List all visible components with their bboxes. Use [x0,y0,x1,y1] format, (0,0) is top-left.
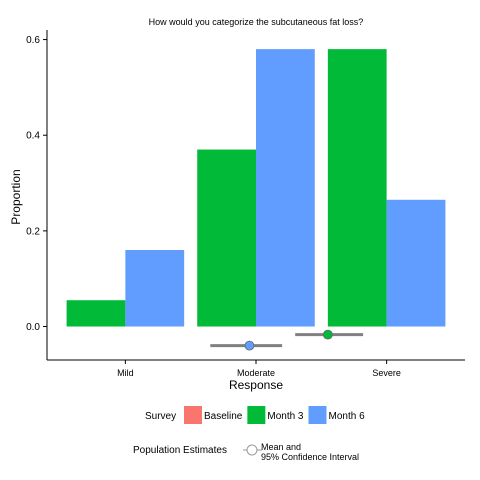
chart-title: How would you categorize the subcutaneou… [149,17,364,27]
x-axis-label: Response [229,378,283,392]
legend-estimates-label-line1: Mean and [261,442,301,452]
legend-survey-title: Survey [145,411,176,422]
legend-survey: Survey Baseline Month 3 Month 6 [145,406,365,424]
bar-month-3-severe [327,49,387,327]
y-tick-label: 0.6 [26,35,40,46]
y-tick-label: 0.0 [26,322,40,333]
bar-month-6-mild [125,250,185,327]
legend-swatch-baseline [184,406,202,424]
mean-point-month-3 [322,329,333,340]
legend-label-month-3: Month 3 [267,411,304,422]
mean-point-month-6 [244,340,255,351]
legend-swatch-month-3 [247,406,266,424]
legend-estimate-circle-icon [246,444,258,456]
legend-estimates-label-line2: 95% Confidence Interval [261,452,359,462]
legend-estimates-title: Population Estimates [133,445,227,456]
bar-month-3-mild [66,300,126,327]
bar-month-3-moderate [197,149,256,327]
legend-label-month-6: Month 6 [329,411,366,422]
x-tick-label: Severe [372,368,401,378]
y-axis-label: Proportion [9,169,23,224]
legend-swatch-month-6 [308,406,327,424]
y-tick-label: 0.2 [26,226,40,237]
x-tick-label: Mild [117,368,134,378]
bar-month-6-moderate [256,49,315,327]
legend-estimates: Population Estimates Mean and 95% Confid… [133,442,359,462]
legend-label-baseline: Baseline [204,411,243,422]
x-tick-label: Moderate [237,368,275,378]
bar-month-6-severe [386,199,446,327]
y-tick-label: 0.4 [26,131,40,142]
plot-area: 0.0 0.2 0.4 0.6 Mild Moderate Severe [26,30,465,378]
